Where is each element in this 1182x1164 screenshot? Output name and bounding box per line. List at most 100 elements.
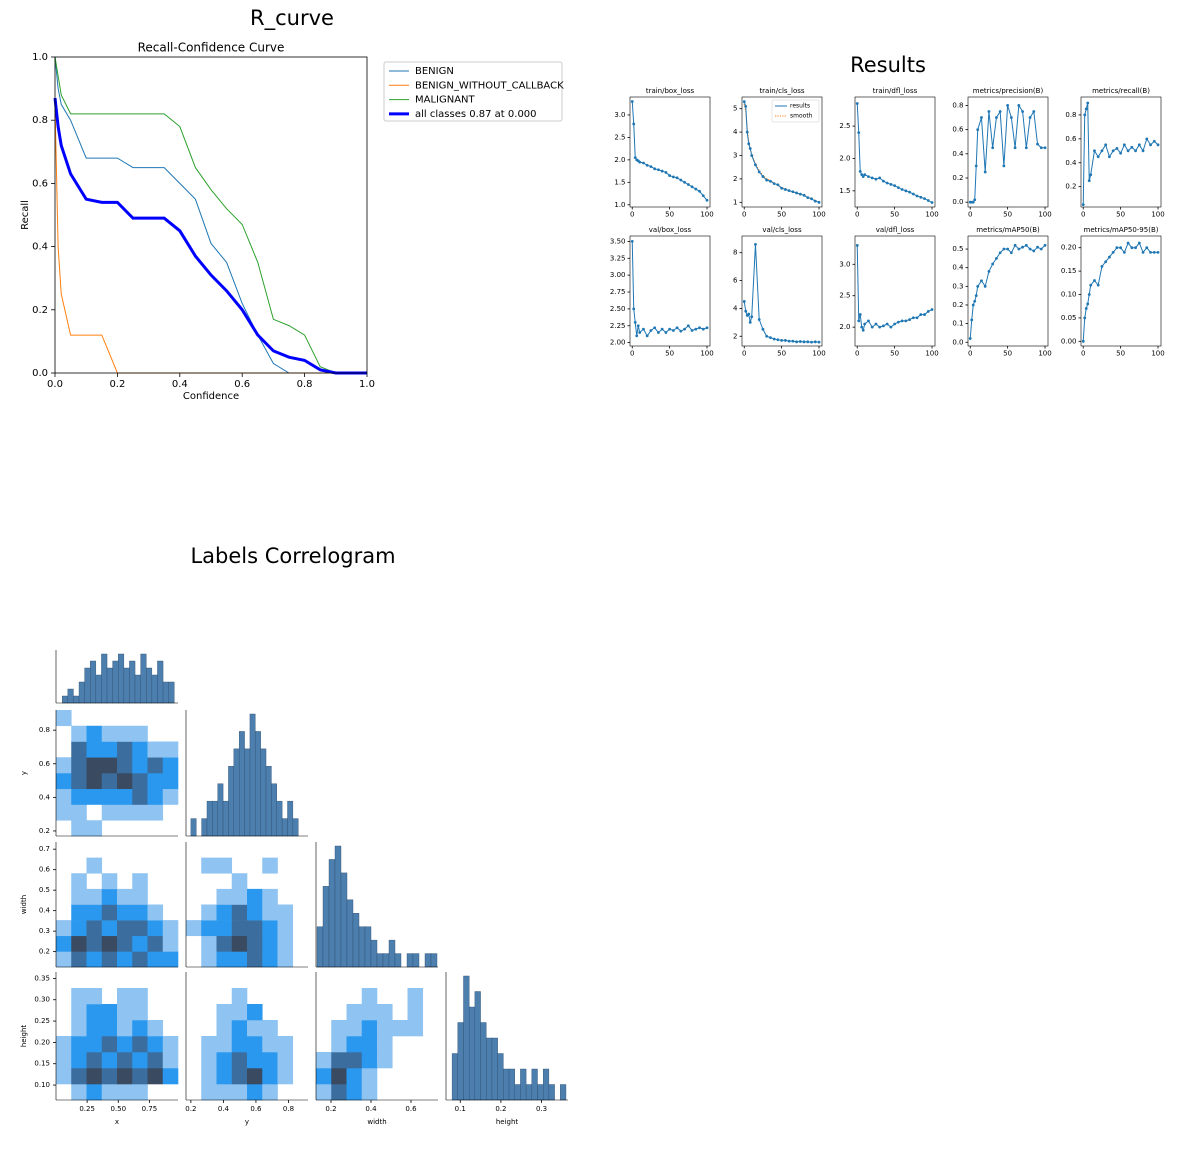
results-point	[1043, 146, 1047, 150]
heatmap-cell	[231, 1068, 248, 1085]
results-point	[1013, 243, 1017, 247]
heatmap-cell	[86, 1052, 103, 1069]
heatmap-cell	[86, 788, 103, 805]
y-tick-label: 0.5	[952, 245, 963, 253]
y-tick-label: 0.35	[34, 974, 50, 982]
heatmap-cell	[132, 873, 148, 890]
heatmap-cell	[102, 710, 118, 726]
results-point	[908, 318, 911, 321]
histogram-bar	[129, 660, 136, 704]
results-point	[787, 339, 791, 343]
heatmap-cell	[361, 1084, 378, 1101]
panel-frame	[1080, 96, 1162, 208]
heatmap-cell	[147, 935, 164, 952]
heatmap-cell	[147, 904, 164, 921]
results-point	[1083, 316, 1087, 320]
results-point	[1093, 149, 1096, 153]
results-point	[1152, 139, 1156, 143]
heatmap-cell	[232, 858, 248, 874]
heatmap-cell	[71, 935, 87, 952]
results-point	[974, 164, 978, 168]
results-point	[1009, 116, 1013, 119]
heatmap-cell	[162, 920, 179, 937]
heatmap-cell	[163, 972, 179, 988]
heatmap-cell	[117, 951, 133, 968]
heatmap-cell	[56, 920, 72, 937]
results-point	[923, 197, 926, 200]
heatmap-cell	[56, 1084, 72, 1100]
heatmap-cell	[71, 1036, 87, 1053]
histogram-bar	[430, 953, 438, 968]
results-point	[878, 176, 882, 180]
y-tick-label: 2.0	[614, 156, 625, 164]
y-tick-label: 1.5	[839, 187, 850, 195]
heatmap-cell	[201, 842, 217, 858]
curve	[54, 104, 367, 374]
results-point	[1093, 279, 1096, 282]
y-tick-label: 0.4	[32, 242, 48, 253]
heatmap-cell	[216, 1052, 233, 1069]
y-axis-label: Recall	[20, 200, 31, 230]
heatmap-cell	[148, 889, 164, 905]
results-line	[743, 244, 820, 343]
panel-title: train/dfl_loss	[873, 87, 918, 95]
heatmap-cell	[201, 972, 217, 988]
heatmap-cell	[346, 1020, 363, 1037]
heatmap-cell	[117, 1052, 133, 1069]
histogram-bar	[468, 1006, 476, 1101]
heatmap-cell	[186, 988, 202, 1004]
x-tick-label: 0	[630, 211, 634, 219]
y-tick-label: 0.5	[39, 886, 50, 894]
heatmap-cell	[71, 788, 87, 805]
results-point	[911, 192, 915, 196]
y-tick-label: 0.2	[1065, 183, 1076, 191]
y-tick-label: 0.20	[34, 1038, 50, 1046]
heatmap-cell	[377, 988, 393, 1004]
results-point	[791, 190, 795, 194]
y-tick-label: 2	[733, 332, 737, 340]
heatmap-cell	[117, 1068, 133, 1085]
results-point	[653, 167, 657, 171]
results-point	[694, 327, 698, 331]
heatmap-cell	[56, 710, 72, 727]
heatmap-cell	[231, 904, 248, 921]
heatmap-cell	[101, 951, 118, 968]
heatmap-cell	[71, 873, 87, 890]
histogram-bar	[463, 975, 470, 1101]
heatmap-cell	[231, 951, 248, 968]
heatmap-cell	[201, 904, 217, 921]
heatmap-cell	[331, 1052, 347, 1069]
heatmap-cell	[117, 788, 133, 805]
results-point	[791, 339, 795, 343]
histogram-bar	[370, 939, 378, 968]
heatmap-cell	[186, 1052, 202, 1068]
heatmap-cell	[408, 1036, 424, 1052]
heatmap-cell	[71, 1068, 87, 1085]
results-point	[1130, 246, 1134, 250]
x-tick-label: 50	[665, 211, 674, 219]
y-tick-label: 0.2	[952, 174, 963, 182]
y-tick-label: 0.6	[39, 760, 51, 768]
heatmap-cell	[392, 1052, 408, 1068]
histogram-bar	[281, 818, 288, 837]
heatmap-cell	[162, 788, 179, 805]
histogram-bar	[394, 953, 402, 968]
results-point	[882, 324, 885, 328]
heatmap-cell	[377, 972, 393, 988]
heatmap-cell	[247, 842, 263, 858]
results-point	[632, 122, 636, 126]
heatmap-cell	[231, 988, 248, 1005]
results-point	[1043, 243, 1047, 247]
heatmap-cell	[293, 1004, 309, 1020]
histogram-bar	[328, 859, 336, 968]
histogram-bar	[287, 800, 294, 837]
heatmap-cell	[162, 935, 179, 952]
y-tick-label: 0.3	[952, 282, 963, 290]
y-tick-label: 0.4	[39, 907, 51, 915]
results-point	[632, 307, 636, 311]
results-point	[857, 131, 861, 134]
results-point	[983, 284, 987, 288]
heatmap-cell	[56, 1020, 72, 1036]
results-point	[795, 340, 798, 344]
heatmap-cell	[293, 1036, 309, 1052]
